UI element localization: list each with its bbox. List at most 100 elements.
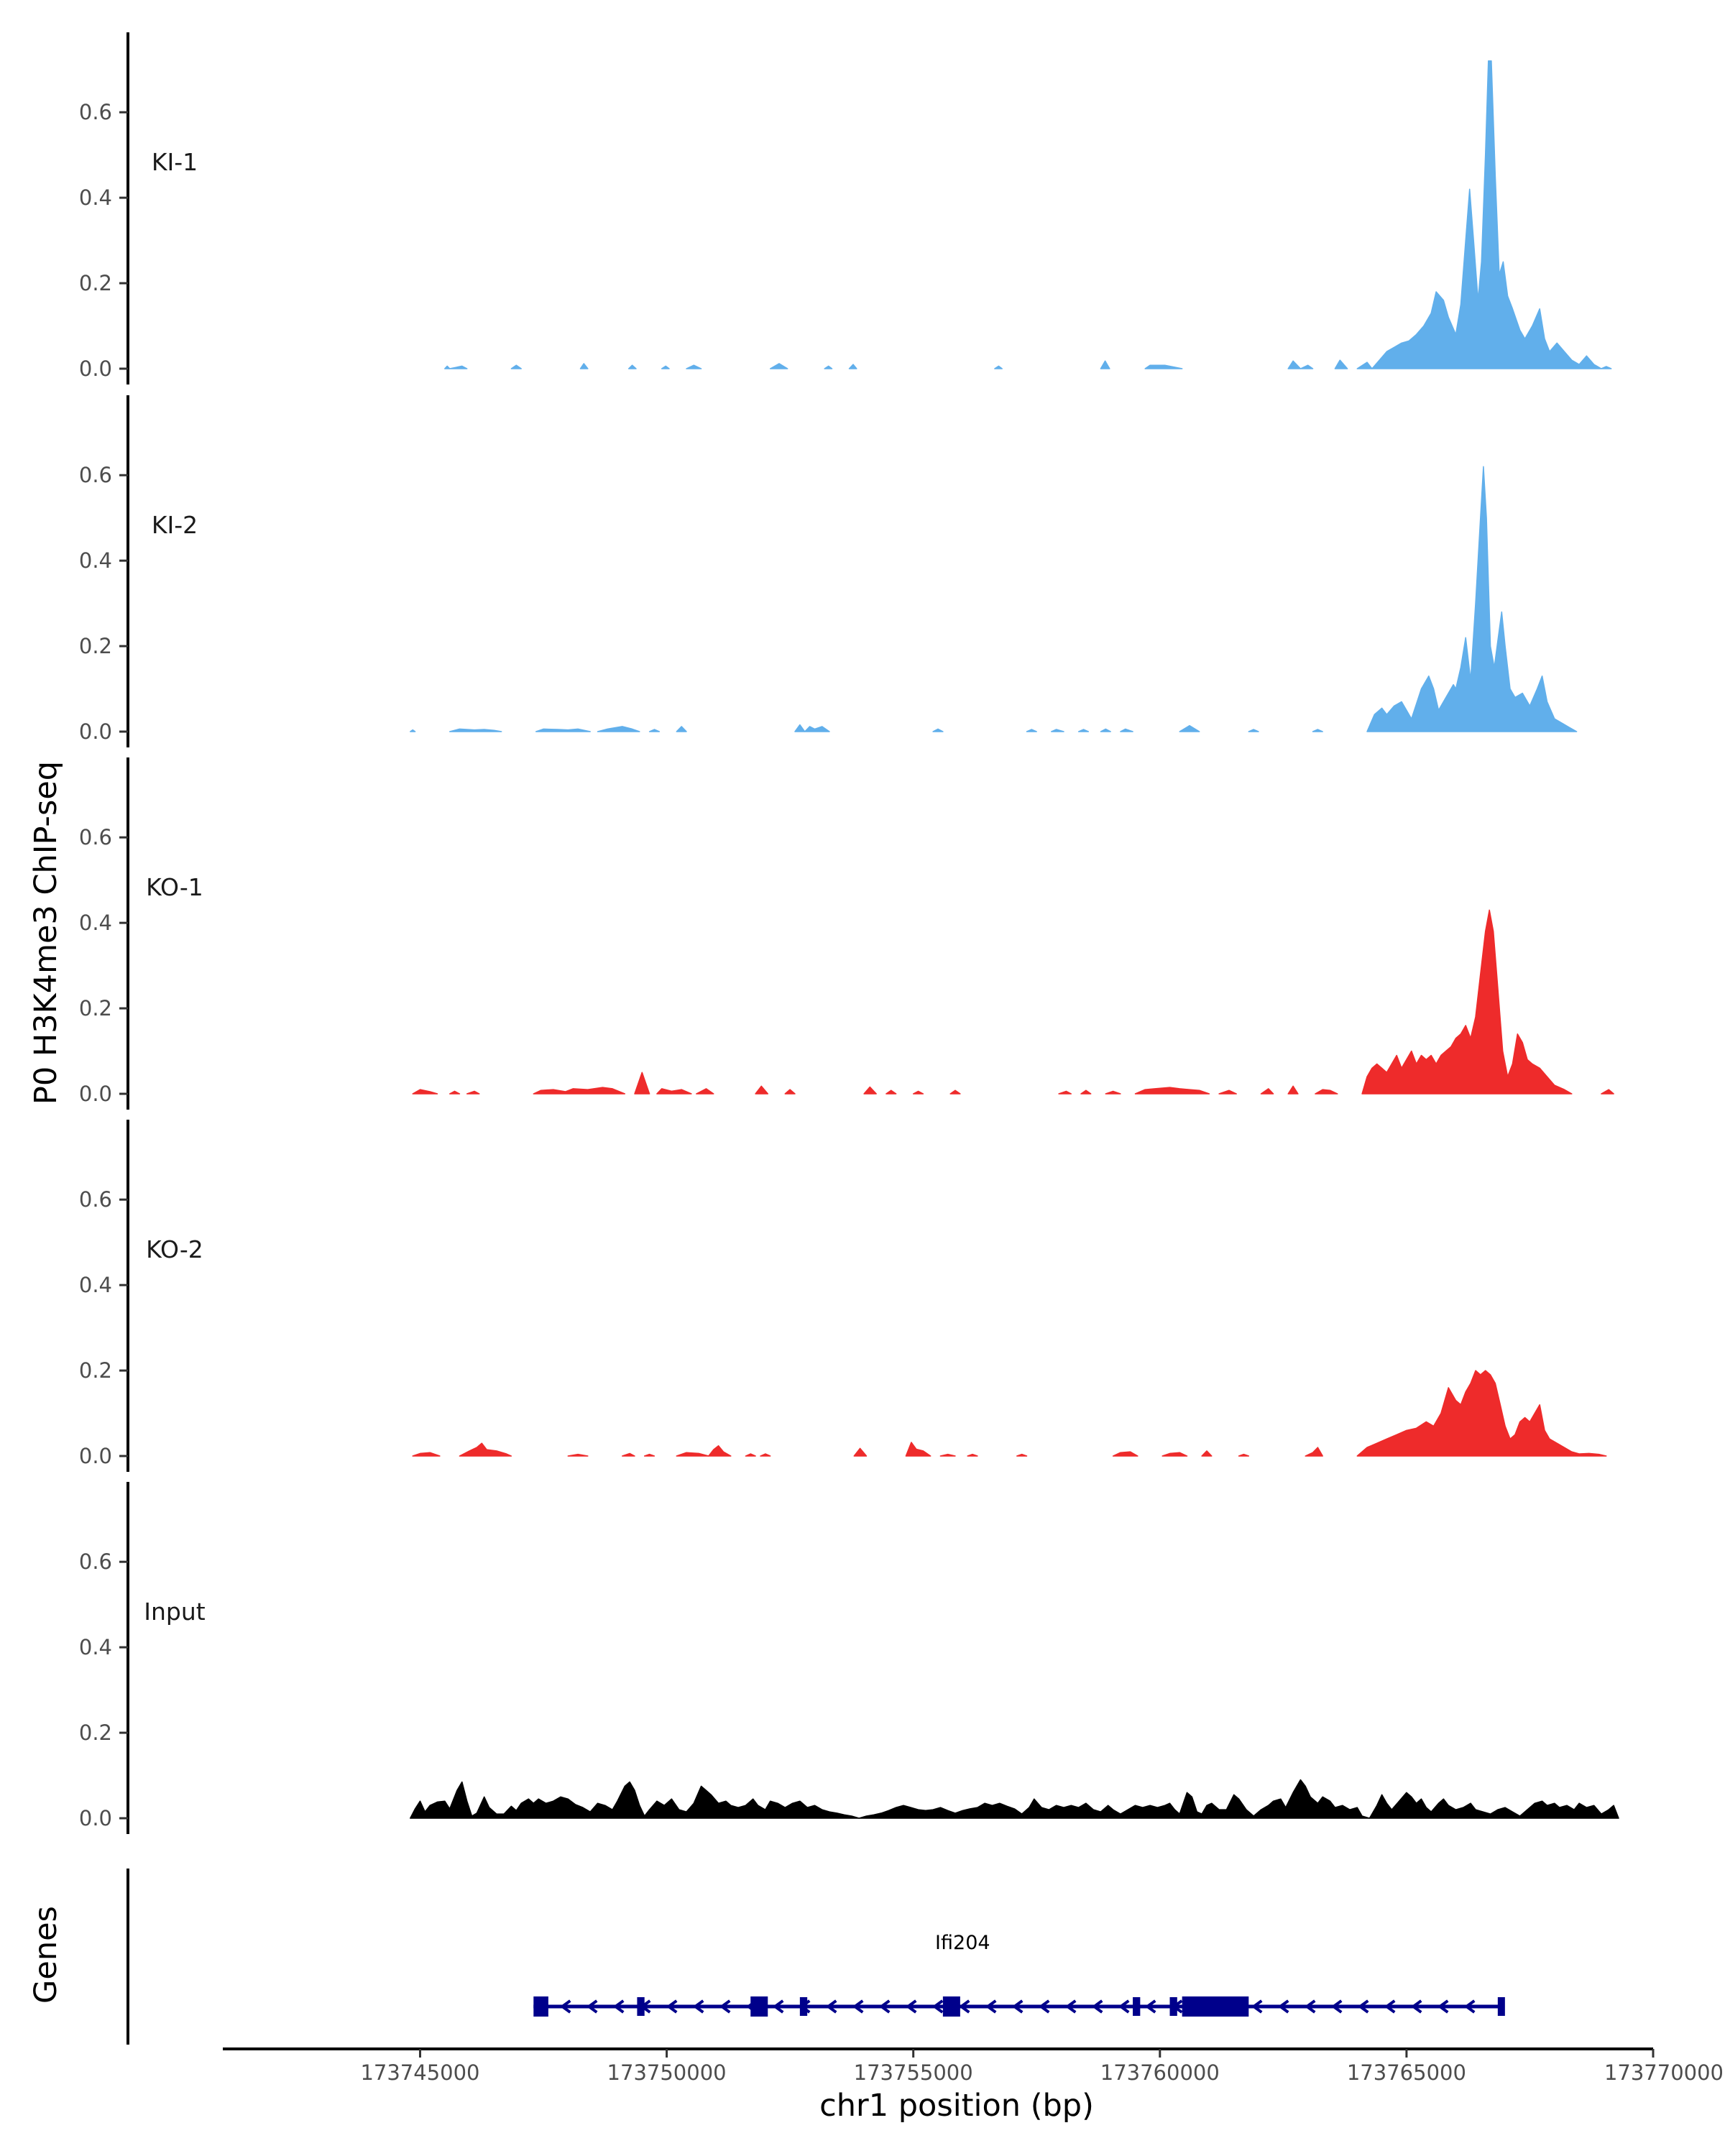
signal-peak — [1026, 729, 1037, 732]
strand-arrow-icon — [1463, 1999, 1476, 2014]
gene-exon — [942, 1996, 960, 2017]
signal-peak — [1144, 364, 1183, 369]
track-panel-ki-1: 0.0 0.2 0.4 0.6 KI-1 — [79, 32, 1612, 384]
signal-tracks: 0.0 0.2 0.4 0.6 KI-1 0.0 0.2 0.4 0.6 KI-2 0.0 0.2 0.… — [79, 32, 1619, 1834]
strand-arrow-icon — [825, 1999, 837, 2014]
track-panel-ko-2: 0.0 0.2 0.4 0.6 KO-2 — [79, 1120, 1607, 1472]
strand-arrow-icon — [878, 1999, 891, 2014]
signal-peak — [1058, 1090, 1072, 1095]
track-panel-ko-1: 0.0 0.2 0.4 0.6 KO-1 — [79, 757, 1614, 1110]
y-tick-label: 0.0 — [79, 356, 112, 381]
gene-exon — [799, 1997, 808, 2016]
strand-arrow-icon — [1330, 1999, 1343, 2014]
signal-peak — [1120, 728, 1133, 732]
signal-peak — [1260, 1088, 1274, 1095]
signal-peak — [1356, 1370, 1607, 1457]
y-tick-label: 0.4 — [79, 911, 112, 935]
signal-peak — [1305, 1447, 1323, 1457]
signal-peak — [853, 1447, 868, 1457]
signal-peak — [794, 724, 806, 732]
strand-arrow-icon — [852, 1999, 864, 2014]
gene-ifi204: Ifi204 — [533, 1932, 1505, 2017]
signal-peak — [444, 365, 451, 369]
signal-peak — [1248, 729, 1259, 732]
y-tick-label: 0.6 — [79, 463, 112, 487]
signal-peak — [676, 726, 687, 732]
signal-peak — [769, 363, 788, 369]
y-tick-label: 0.0 — [79, 1444, 112, 1468]
gene-name-label: Ifi204 — [935, 1932, 990, 1954]
signal-peak — [567, 1453, 589, 1457]
genes-panel: Ifi204 — [126, 1869, 1505, 2045]
signal-peak — [510, 364, 522, 369]
signal-peak — [1334, 359, 1348, 369]
signal-peak — [905, 1442, 932, 1457]
gene-exon — [750, 1996, 768, 2017]
signal-peak — [412, 1089, 438, 1095]
signal-peak — [1077, 729, 1090, 732]
signal-peak — [994, 365, 1003, 369]
y-axis-title: P0 H3K4me3 ChIP-seq — [28, 761, 64, 1105]
gene-exon — [637, 1997, 645, 2016]
signal-peak — [1287, 1085, 1299, 1095]
signal-peak — [1356, 361, 1373, 369]
strand-arrow-icon — [692, 1999, 704, 2014]
y-tick-label: 0.6 — [79, 825, 112, 849]
gene-exon — [1182, 1996, 1249, 2017]
signal-peak — [1287, 360, 1302, 369]
strand-arrow-icon — [958, 1999, 970, 2014]
track-label: KO-1 — [146, 873, 203, 901]
signal-peak — [1601, 1089, 1614, 1095]
signal-peak — [1312, 729, 1323, 732]
x-tick-label: 173770000 — [1604, 2060, 1724, 2085]
y-tick-label: 0.4 — [79, 1273, 112, 1297]
gene-exon — [533, 1996, 548, 2017]
signal-peak — [686, 364, 702, 369]
strand-arrow-icon — [1384, 1999, 1396, 2014]
signal-peak — [412, 1452, 441, 1457]
signal-peak — [1080, 1089, 1092, 1095]
signal-peak — [448, 1090, 461, 1095]
signal-peak — [848, 364, 857, 369]
signal-peak — [597, 726, 640, 732]
signal-peak — [858, 1779, 1371, 1819]
signal-peak — [1162, 1452, 1188, 1457]
strand-arrow-icon — [612, 1999, 625, 2014]
x-tick-label: 173755000 — [854, 2060, 973, 2085]
track-label: KI-2 — [152, 511, 198, 539]
signal-peak — [1218, 1089, 1237, 1095]
signal-peak — [745, 1453, 756, 1457]
x-tick-label: 173765000 — [1347, 2060, 1466, 2085]
signal-peak — [410, 1781, 860, 1819]
signal-peak — [1112, 1451, 1138, 1457]
strand-arrow-icon — [1357, 1999, 1369, 2014]
signal-peak — [1105, 1090, 1121, 1095]
y-tick-label: 0.2 — [79, 634, 112, 658]
y-tick-label: 0.0 — [79, 719, 112, 744]
x-axis-title: chr1 position (bp) — [819, 2088, 1094, 2124]
signal-peak — [755, 1085, 769, 1095]
signal-peak — [696, 1088, 714, 1095]
track-label: KI-1 — [152, 148, 198, 176]
strand-arrow-icon — [1251, 1999, 1263, 2014]
y-tick-label: 0.0 — [79, 1082, 112, 1106]
x-tick-label: 173745000 — [360, 2060, 479, 2085]
y-tick-label: 0.2 — [79, 271, 112, 295]
signal-peak — [824, 365, 833, 369]
signal-peak — [627, 364, 637, 369]
signal-peak — [1201, 1450, 1213, 1457]
signal-peak — [676, 1452, 709, 1457]
signal-peak — [622, 1452, 635, 1457]
signal-peak — [1368, 1792, 1619, 1819]
signal-peak — [1134, 1087, 1210, 1095]
genes-panel-title: Genes — [28, 1906, 64, 2004]
signal-peak — [1371, 60, 1602, 369]
signal-peak — [939, 1453, 956, 1457]
y-tick-label: 0.6 — [79, 100, 112, 124]
signal-peak — [634, 1072, 650, 1095]
y-tick-label: 0.2 — [79, 1358, 112, 1383]
y-tick-label: 0.0 — [79, 1806, 112, 1830]
signal-peak — [1016, 1453, 1028, 1457]
strand-arrow-icon — [1410, 1999, 1422, 2014]
